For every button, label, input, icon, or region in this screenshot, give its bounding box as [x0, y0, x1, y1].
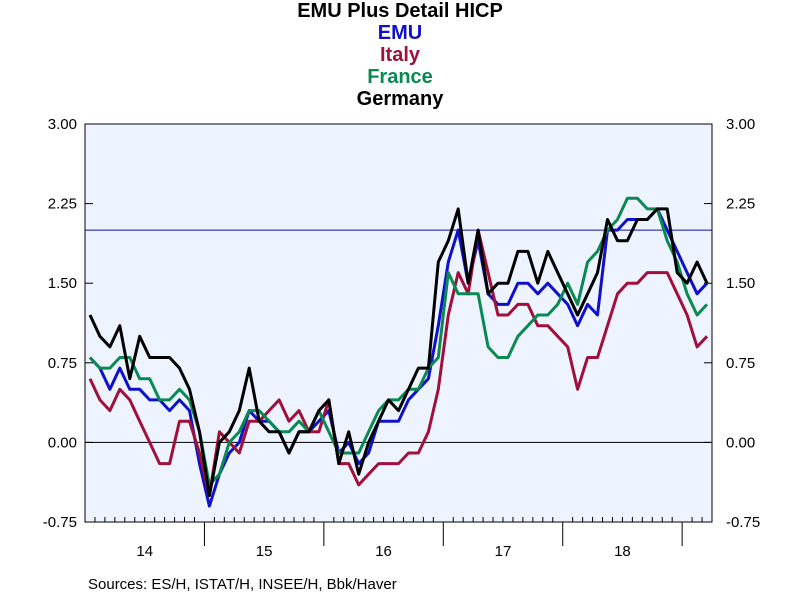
x-tick-label: 16	[375, 543, 392, 560]
y-tick-label-right: 0.00	[726, 434, 755, 451]
x-tick-label: 14	[136, 543, 153, 560]
y-tick-label-left: -0.75	[43, 514, 77, 531]
x-tick-label: 18	[614, 543, 631, 560]
y-tick-label-right: -0.75	[726, 514, 760, 531]
source-note: Sources: ES/H, ISTAT/H, INSEE/H, Bbk/Hav…	[88, 576, 397, 593]
legend-germany: Germany	[356, 88, 444, 110]
y-tick-label-left: 2.25	[48, 196, 77, 213]
legend-emu: EMU	[377, 22, 423, 44]
y-tick-label-left: 0.75	[48, 355, 77, 372]
plot-border	[84, 123, 713, 523]
y-tick-label-right: 3.00	[726, 116, 755, 133]
y-tick-label-left: 3.00	[48, 116, 77, 133]
y-tick-label-left: 1.50	[48, 275, 77, 292]
series-line-italy	[88, 228, 709, 497]
legend-france: France	[367, 66, 433, 88]
legend-italy: Italy	[379, 44, 421, 66]
y-tick-label-right: 0.75	[726, 355, 755, 372]
chart-title: EMU Plus Detail HICP	[297, 0, 503, 22]
x-tick-label: 17	[495, 543, 512, 560]
y-tick-label-left: 0.00	[48, 434, 77, 451]
x-tick-label: 15	[256, 543, 273, 560]
y-tick-label-right: 1.50	[726, 275, 755, 292]
y-tick-label-right: 2.25	[726, 196, 755, 213]
chart-titles: EMU Plus Detail HICP EMU Italy France Ge…	[0, 0, 800, 110]
series-line-germany	[88, 207, 709, 497]
